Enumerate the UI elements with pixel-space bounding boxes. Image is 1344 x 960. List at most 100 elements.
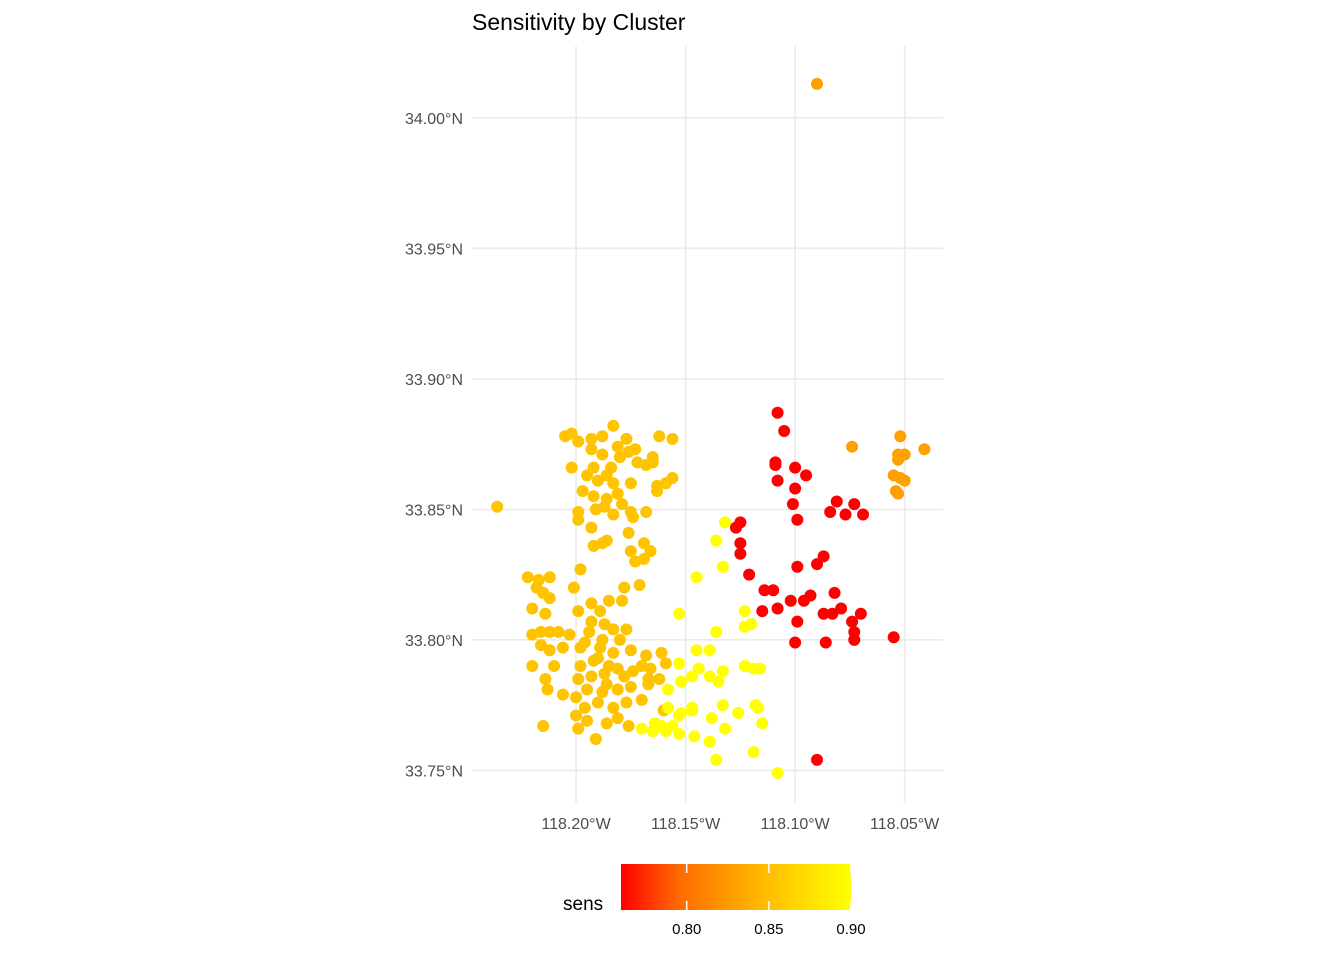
- data-point: [756, 605, 769, 618]
- data-point: [563, 628, 576, 641]
- data-point: [585, 432, 598, 445]
- data-point: [887, 631, 900, 644]
- data-point: [624, 644, 637, 657]
- x-tick-label: 118.15°W: [651, 816, 721, 833]
- data-point: [786, 498, 799, 511]
- data-point: [690, 571, 703, 584]
- data-point: [602, 659, 615, 672]
- data-point: [548, 659, 561, 672]
- data-point: [771, 474, 784, 487]
- data-point: [598, 618, 611, 631]
- data-point: [710, 753, 723, 766]
- data-point: [537, 719, 550, 732]
- data-point: [596, 537, 609, 550]
- data-point: [552, 626, 565, 639]
- data-point: [655, 646, 668, 659]
- data-point: [835, 602, 848, 615]
- data-point: [611, 683, 624, 696]
- data-point: [747, 746, 760, 759]
- data-point: [738, 620, 751, 633]
- data-point: [539, 673, 552, 686]
- y-axis-tick-labels: 33.75°N 33.80°N 33.85°N 33.90°N 33.95°N 34.00…: [405, 111, 463, 781]
- data-point: [616, 498, 629, 511]
- data-point: [648, 717, 661, 730]
- data-point: [627, 511, 640, 524]
- data-point: [556, 688, 569, 701]
- data-point: [898, 474, 911, 487]
- data-point: [826, 607, 839, 620]
- data-point: [594, 641, 607, 654]
- legend-tick-label: 0.85: [754, 921, 783, 938]
- data-point: [556, 641, 569, 654]
- data-point: [635, 693, 648, 706]
- data-point: [526, 602, 539, 615]
- y-tick-label: 33.80°N: [405, 633, 463, 650]
- data-point: [581, 714, 594, 727]
- data-point: [622, 719, 635, 732]
- data-point: [743, 568, 756, 581]
- data-point: [572, 722, 585, 735]
- data-point: [673, 657, 686, 670]
- data-point: [703, 735, 716, 748]
- data-point: [585, 521, 598, 534]
- data-point: [642, 673, 655, 686]
- data-point: [616, 594, 629, 607]
- data-point: [572, 435, 585, 448]
- data-point: [811, 77, 824, 90]
- data-point: [635, 722, 648, 735]
- data-point: [596, 430, 609, 443]
- data-point: [710, 626, 723, 639]
- data-point: [640, 505, 653, 518]
- data-point: [591, 474, 604, 487]
- data-point: [719, 516, 732, 529]
- y-tick-label: 33.95°N: [405, 241, 463, 258]
- data-point: [576, 485, 589, 498]
- data-point: [846, 440, 859, 453]
- data-point: [620, 696, 633, 709]
- data-point: [716, 560, 729, 573]
- data-point: [811, 753, 824, 766]
- data-point: [600, 678, 613, 691]
- data-point: [596, 448, 609, 461]
- data-point: [578, 636, 591, 649]
- data-point: [769, 458, 782, 471]
- data-point: [570, 691, 583, 704]
- data-point: [600, 469, 613, 482]
- data-point: [570, 709, 583, 722]
- data-point: [817, 550, 830, 563]
- data-point: [607, 623, 620, 636]
- data-point: [587, 654, 600, 667]
- data-point: [613, 451, 626, 464]
- data-point: [732, 706, 745, 719]
- data-point: [734, 537, 747, 550]
- data-point: [535, 639, 548, 652]
- data-point: [611, 487, 624, 500]
- data-point: [543, 592, 556, 605]
- data-point: [824, 505, 837, 518]
- data-point: [686, 670, 699, 683]
- data-point: [624, 477, 637, 490]
- data-point: [543, 626, 556, 639]
- data-point: [734, 547, 747, 560]
- data-point: [526, 628, 539, 641]
- data-point: [637, 537, 650, 550]
- data-point: [541, 683, 554, 696]
- data-point: [751, 701, 764, 714]
- x-tick-label: 118.20°W: [541, 816, 611, 833]
- data-point: [778, 425, 791, 438]
- y-tick-label: 33.85°N: [405, 502, 463, 519]
- panel-gridlines: [472, 46, 943, 803]
- legend-ticks: 0.80 0.85 0.90: [672, 864, 866, 938]
- data-point: [607, 701, 620, 714]
- data-point: [602, 594, 615, 607]
- data-point: [791, 513, 804, 526]
- data-point: [662, 701, 675, 714]
- data-point: [611, 712, 624, 725]
- data-point: [530, 581, 543, 594]
- data-point: [640, 649, 653, 662]
- data-point: [839, 508, 852, 521]
- y-tick-label: 33.75°N: [405, 763, 463, 780]
- data-point: [587, 461, 600, 474]
- data-point: [754, 662, 767, 675]
- data-point: [578, 701, 591, 714]
